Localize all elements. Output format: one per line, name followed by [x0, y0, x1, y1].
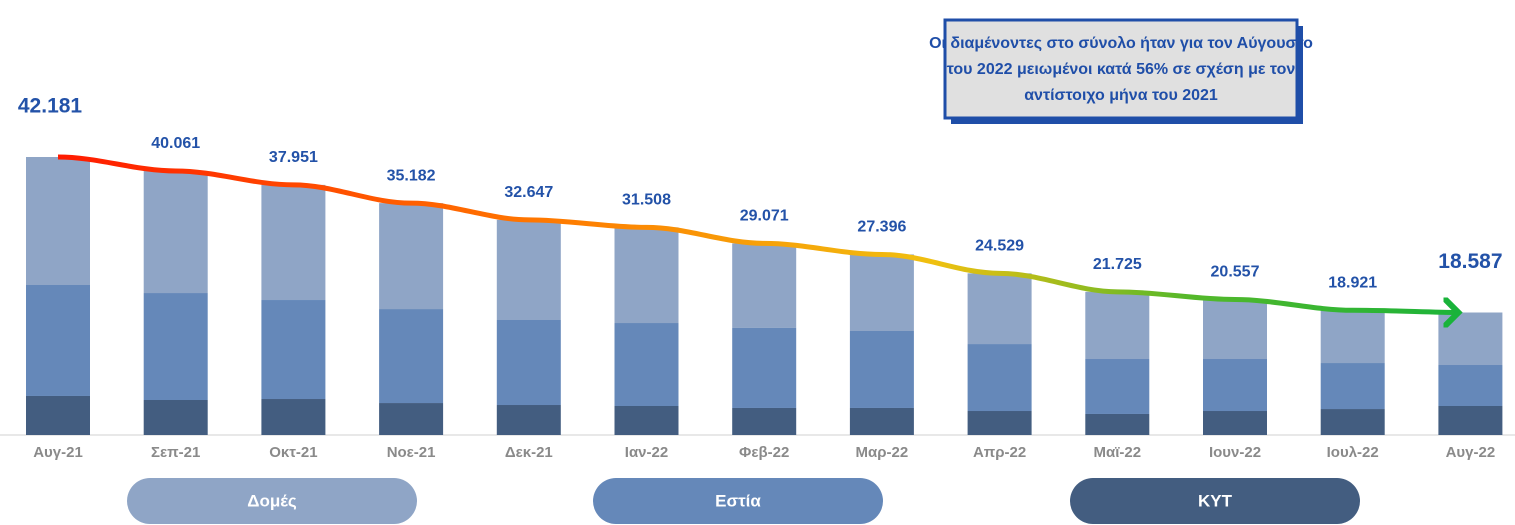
- bar-segment: [26, 395, 90, 435]
- bar-segment: [379, 403, 444, 435]
- x-tick-label: Ιαν-22: [625, 444, 668, 461]
- bar-segment: [849, 330, 914, 408]
- total-label: 18.587: [1438, 250, 1502, 273]
- bar-segment: [261, 399, 326, 435]
- bar-segment: [1438, 365, 1503, 407]
- bar-segment: [1438, 312, 1503, 366]
- total-label: 24.529: [975, 238, 1024, 255]
- total-label: 20.557: [1211, 264, 1260, 281]
- total-label: 29.071: [740, 208, 789, 225]
- x-tick-label: Μαϊ-22: [1094, 444, 1142, 461]
- bar-segment: [849, 254, 914, 331]
- x-tick-label: Οκτ-21: [269, 444, 317, 461]
- bar-segment: [1320, 409, 1385, 435]
- legend-label: Εστία: [715, 491, 761, 510]
- bar-segment: [732, 243, 797, 328]
- bar-segment: [26, 284, 90, 396]
- bar-segment: [967, 344, 1032, 412]
- total-label: 21.725: [1093, 256, 1142, 273]
- annotation-text: Οι διαμένοντες στο σύνολο ήταν για τον Α…: [929, 35, 1313, 52]
- bar-segment: [143, 170, 208, 294]
- bar-segment: [379, 203, 444, 310]
- bar-segment: [26, 157, 90, 285]
- bar-segment: [614, 406, 679, 435]
- total-label: 37.951: [269, 149, 318, 166]
- bar-segment: [1203, 359, 1267, 412]
- annotation-text: αντίστοιχο μήνα του 2021: [1024, 87, 1218, 104]
- x-tick-label: Αυγ-22: [1446, 444, 1496, 461]
- trend-line: [57, 154, 1458, 312]
- total-label: 18.921: [1328, 275, 1377, 292]
- x-tick-label: Μαρ-22: [856, 444, 909, 461]
- x-tick-label: Ιουλ-22: [1327, 444, 1379, 461]
- bar-segment: [496, 405, 561, 435]
- x-tick-label: Ιουν-22: [1209, 444, 1261, 461]
- x-tick-label: Απρ-22: [973, 444, 1026, 461]
- x-tick-label: Νοε-21: [387, 444, 436, 461]
- bar-segment: [614, 323, 679, 407]
- total-label: 27.396: [857, 219, 906, 236]
- bar-segment: [1203, 299, 1267, 360]
- bar-segment: [614, 227, 679, 324]
- legend-pill: [127, 478, 417, 524]
- bar-segment: [732, 407, 797, 435]
- x-tick-label: Φεβ-22: [739, 444, 789, 461]
- bar-segment: [143, 400, 208, 435]
- annotation-text: του 2022 μειωμένοι κατά 56% σε σχέση με …: [947, 61, 1296, 78]
- bar-segment: [1085, 413, 1150, 435]
- total-label: 32.647: [504, 184, 553, 201]
- bar-segment: [496, 319, 561, 406]
- legend-pill: [593, 478, 883, 524]
- total-label: 40.061: [151, 135, 200, 152]
- bar-segment: [1438, 406, 1503, 435]
- bar-segment: [379, 309, 444, 404]
- bar-segment: [261, 184, 326, 301]
- total-label: 31.508: [622, 192, 671, 209]
- x-tick-label: Δεκ-21: [505, 444, 553, 461]
- x-tick-label: Σεπ-21: [151, 444, 200, 461]
- x-tick-label: Αυγ-21: [33, 444, 83, 461]
- total-label: 42.181: [18, 95, 83, 118]
- bar-segment: [1320, 310, 1385, 364]
- bar-segment: [732, 327, 797, 408]
- bar-segment: [967, 273, 1032, 345]
- bar-segment: [1320, 363, 1385, 410]
- bar-segment: [1203, 411, 1267, 435]
- bar-segment: [967, 411, 1032, 435]
- bar-segment: [849, 407, 914, 435]
- bar-segment: [261, 300, 326, 400]
- bar-segment: [496, 219, 561, 320]
- bar-segment: [1085, 291, 1150, 360]
- legend-label: Δομές: [247, 491, 297, 510]
- legend-label: ΚΥΤ: [1198, 491, 1233, 510]
- bar-segment: [1085, 359, 1150, 414]
- annotation-box: [943, 18, 1303, 124]
- total-label: 35.182: [387, 167, 436, 184]
- legend-pill: [1070, 478, 1360, 524]
- bar-segment: [143, 293, 208, 401]
